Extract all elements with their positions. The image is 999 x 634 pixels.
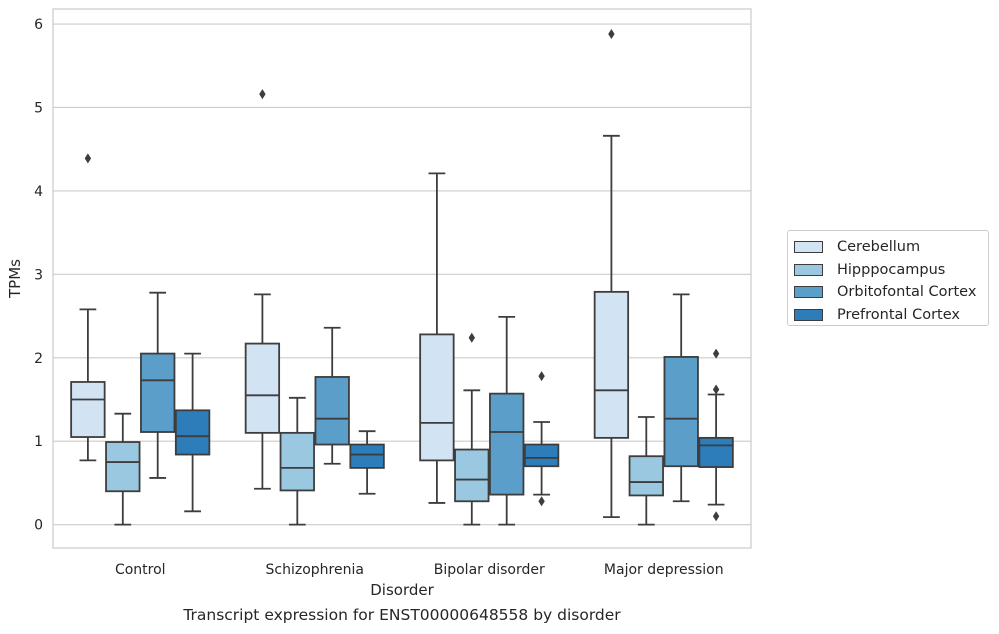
legend-label: Hipppocampus bbox=[837, 261, 946, 278]
box-series bbox=[70, 29, 734, 526]
legend-swatch bbox=[794, 263, 823, 276]
box-group bbox=[349, 430, 385, 495]
box bbox=[105, 441, 141, 493]
outlier-point bbox=[712, 384, 720, 395]
x-tick-label: Major depression bbox=[604, 562, 724, 578]
y-tick-label: 3 bbox=[34, 267, 43, 283]
box-group bbox=[628, 416, 664, 526]
box bbox=[523, 443, 560, 468]
box-group bbox=[663, 293, 699, 503]
box bbox=[419, 333, 455, 462]
legend-label: Cerebellum bbox=[837, 239, 921, 256]
box bbox=[698, 436, 734, 468]
y-axis-ticks: 0 1 2 3 4 5 6 bbox=[34, 17, 43, 534]
box bbox=[279, 431, 315, 492]
legend: Cerebellum Hipppocampus Orbitofontal Cor… bbox=[787, 230, 989, 326]
outlier-point bbox=[468, 332, 475, 343]
outlier-point bbox=[538, 496, 545, 507]
box-group bbox=[419, 172, 455, 504]
box bbox=[349, 443, 385, 469]
box-group bbox=[454, 332, 490, 526]
legend-swatch bbox=[794, 308, 823, 321]
box-group bbox=[698, 348, 734, 522]
box-group bbox=[140, 291, 176, 479]
outlier-point bbox=[712, 348, 720, 359]
box bbox=[174, 409, 211, 456]
plot-frame bbox=[52, 8, 752, 549]
box-group bbox=[593, 29, 630, 519]
legend-item: Cerebellum bbox=[794, 236, 988, 259]
legend-item: Hipppocampus bbox=[794, 259, 988, 282]
legend-label: Orbitofontal Cortex bbox=[837, 284, 977, 301]
legend-swatch bbox=[794, 286, 823, 299]
box-group bbox=[105, 412, 141, 526]
y-tick-label: 6 bbox=[34, 17, 43, 33]
box bbox=[314, 376, 350, 446]
y-tick-label: 0 bbox=[34, 518, 43, 534]
y-tick-label: 1 bbox=[34, 434, 43, 450]
box bbox=[244, 342, 281, 434]
x-axis-label: Disorder bbox=[370, 581, 434, 599]
box bbox=[628, 455, 664, 497]
box-group bbox=[174, 352, 211, 513]
x-tick-label: Bipolar disorder bbox=[434, 562, 545, 578]
box bbox=[663, 356, 699, 468]
box bbox=[454, 448, 490, 503]
box-group bbox=[244, 89, 281, 490]
box bbox=[140, 352, 176, 433]
legend-label: Prefrontal Cortex bbox=[837, 306, 960, 323]
box-group bbox=[489, 315, 525, 526]
y-tick-label: 5 bbox=[34, 100, 43, 116]
box-group bbox=[523, 371, 560, 507]
legend-item: Prefrontal Cortex bbox=[794, 304, 988, 327]
x-tick-label: Control bbox=[115, 562, 166, 578]
box bbox=[70, 381, 106, 438]
y-tick-label: 4 bbox=[34, 184, 43, 200]
outlier-point bbox=[84, 153, 92, 164]
legend-swatch bbox=[794, 241, 823, 254]
box bbox=[489, 392, 525, 496]
box-group bbox=[314, 326, 350, 465]
outlier-point bbox=[712, 511, 720, 522]
chart-caption: Transcript expression for ENST0000064855… bbox=[183, 606, 621, 624]
outlier-point bbox=[608, 29, 615, 40]
box bbox=[593, 290, 630, 439]
x-tick-label: Schizophrenia bbox=[266, 562, 364, 578]
legend-item: Orbitofontal Cortex bbox=[794, 281, 988, 304]
box-group bbox=[70, 153, 106, 462]
outlier-point bbox=[538, 371, 545, 382]
x-axis-ticks: Control Schizophrenia Bipolar disorder Majo… bbox=[115, 562, 724, 578]
outlier-point bbox=[259, 89, 266, 100]
y-tick-label: 2 bbox=[34, 351, 43, 367]
y-axis-label: TPMs bbox=[6, 259, 24, 299]
box-group bbox=[279, 396, 315, 526]
